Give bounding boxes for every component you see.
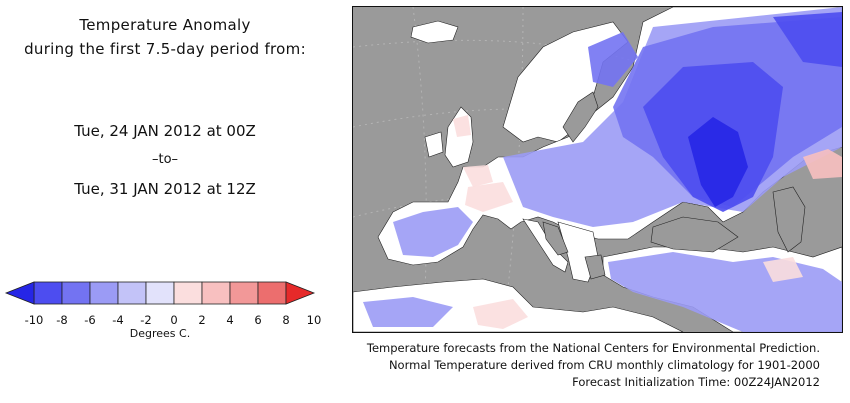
title-line-2: during the first 7.5-day period from: — [24, 40, 306, 58]
legend-box — [229, 281, 259, 305]
anomaly-map — [352, 6, 843, 333]
legend-tick-label: -8 — [56, 313, 68, 327]
legend-tick-label: -10 — [24, 313, 44, 327]
legend-tick-label: -2 — [140, 313, 152, 327]
start-date: Tue, 24 JAN 2012 at 00Z — [74, 122, 256, 140]
inland-seas — [542, 91, 806, 280]
legend-box — [61, 281, 91, 305]
legend-arrow-low — [4, 281, 35, 305]
legend-units: Degrees C. — [129, 327, 191, 340]
legend-box — [117, 281, 147, 305]
legend-box — [201, 281, 231, 305]
legend-box — [145, 281, 175, 305]
map-canvas — [353, 7, 842, 332]
legend-tick-label: 10 — [306, 313, 322, 327]
legend-box — [257, 281, 287, 305]
legend-tick-label: 2 — [198, 313, 206, 327]
legend-arrow-high — [285, 281, 316, 305]
legend-tick-label: 0 — [170, 313, 178, 327]
anomaly-shading — [363, 7, 842, 332]
legend-tick-label: -4 — [112, 313, 124, 327]
legend-tick-label: -6 — [84, 313, 96, 327]
legend-tick-label: 8 — [282, 313, 290, 327]
date-separator: –to– — [151, 152, 179, 167]
footer-line-1: Temperature forecasts from the National … — [366, 341, 820, 355]
legend-box — [173, 281, 203, 305]
footer-line-3: Forecast Initialization Time: 00Z24JAN20… — [572, 375, 820, 389]
footer-line-2: Normal Temperature derived from CRU mont… — [388, 358, 820, 372]
color-legend — [4, 281, 316, 305]
title-line-1: Temperature Anomaly — [79, 16, 251, 34]
end-date: Tue, 31 JAN 2012 at 12Z — [74, 180, 256, 198]
legend-tick-label: 4 — [226, 313, 234, 327]
legend-color-boxes — [4, 281, 316, 305]
legend-box — [89, 281, 119, 305]
legend-box — [33, 281, 63, 305]
legend-tick-label: 6 — [254, 313, 262, 327]
